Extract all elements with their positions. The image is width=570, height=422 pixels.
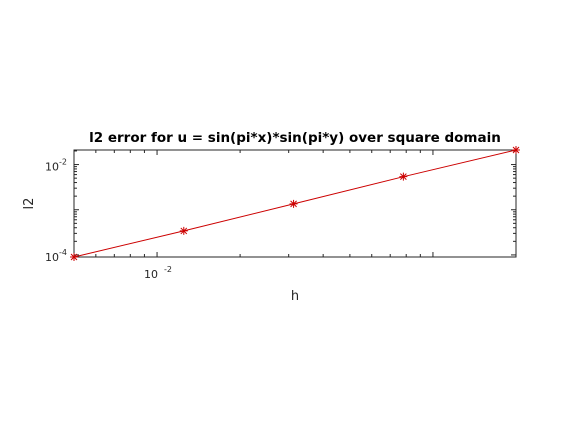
data-point-marker (289, 199, 298, 208)
y-tick-label: 10 (45, 251, 59, 264)
data-point-marker (70, 253, 78, 261)
data-point-marker (512, 146, 520, 154)
chart-title: l2 error for u = sin(pi*x)*sin(pi*y) ove… (89, 130, 501, 146)
y-tick-exponent: -4 (59, 248, 67, 257)
data-point-marker (399, 172, 408, 181)
x-tick-labels: 10 -2 (144, 265, 172, 281)
y-tick-label: 10 (45, 161, 59, 174)
y-tick-labels: 10-210-4 (45, 158, 67, 264)
x-tick-exponent: -2 (164, 265, 172, 274)
x-axis-label: h (291, 289, 299, 304)
data-point-marker (179, 226, 188, 235)
x-tick-label: 10 (144, 268, 158, 281)
plot-frame (73, 149, 517, 258)
y-tick-exponent: -2 (59, 158, 67, 167)
series-markers (70, 146, 520, 261)
y-axis-label: l2 (22, 198, 37, 210)
